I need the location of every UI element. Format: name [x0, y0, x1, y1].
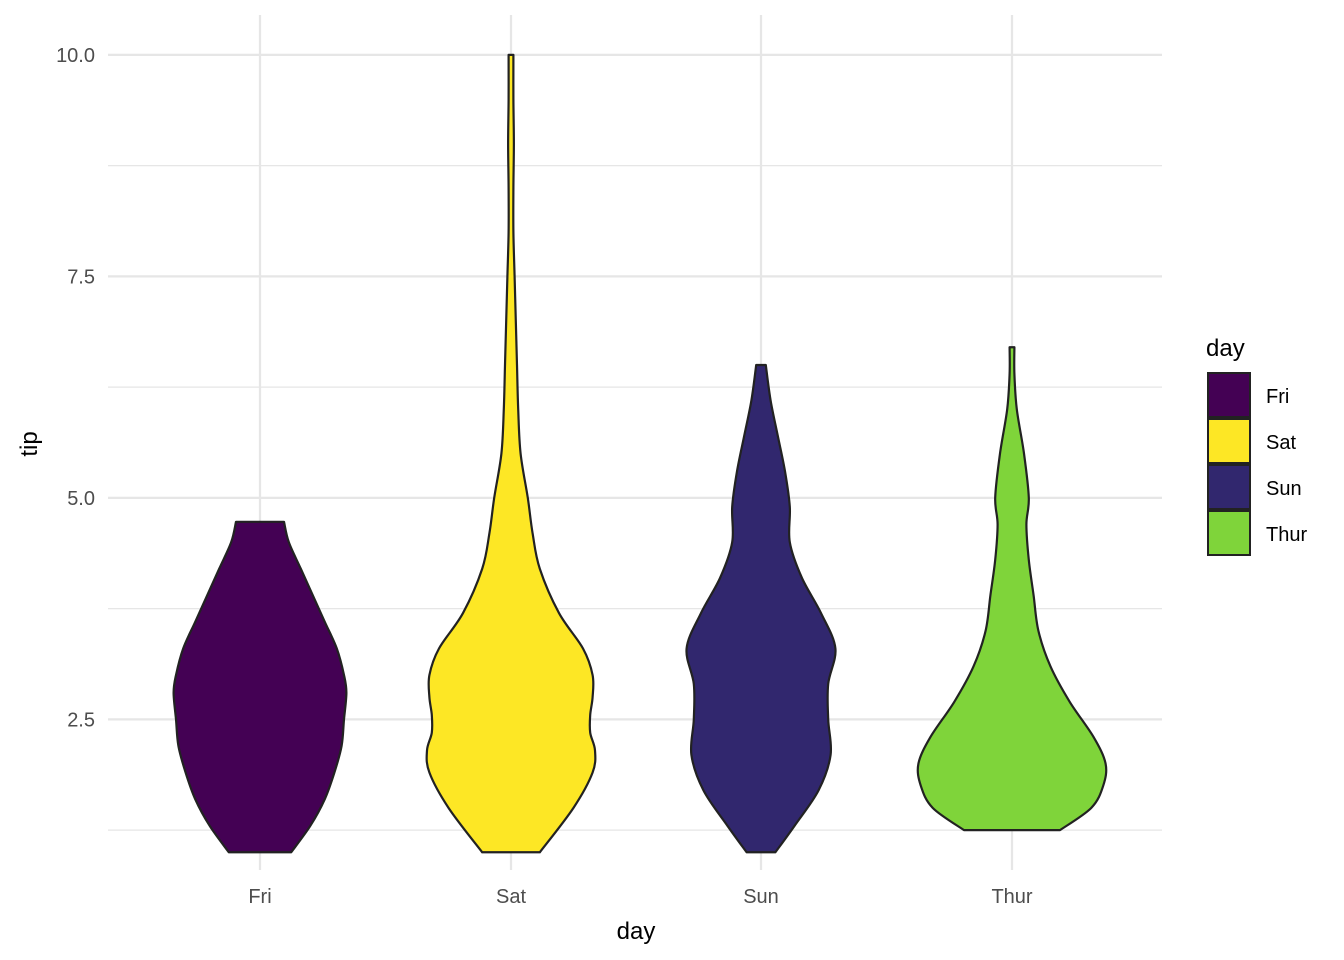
violin-sat: [425, 53, 597, 854]
y-tick-label: 10.0: [56, 45, 95, 67]
x-tick-label: Sun: [743, 886, 779, 908]
legend-label-sun: Sun: [1266, 478, 1302, 500]
y-tick-label: 5.0: [67, 488, 95, 510]
legend-label-fri: Fri: [1266, 386, 1289, 408]
violin-thur: [916, 346, 1108, 832]
legend: day Fri Sat Sun Thur: [1206, 335, 1307, 556]
legend-label-thur: Thur: [1266, 524, 1307, 546]
violin-layer: [172, 53, 1108, 854]
axis-layer: 2.5 5.0 7.5 10.0 Fri Sat Sun Thur: [56, 45, 1033, 908]
legend-label-sat: Sat: [1266, 432, 1296, 454]
x-tick-label: Thur: [991, 886, 1032, 908]
y-axis-title: tip: [16, 431, 43, 456]
legend-key-fri: [1207, 372, 1251, 418]
y-tick-label: 2.5: [67, 709, 95, 731]
legend-title: day: [1206, 335, 1245, 362]
legend-key-thur: [1207, 510, 1251, 556]
legend-key-sun: [1207, 464, 1251, 510]
x-tick-label: Fri: [248, 886, 271, 908]
x-tick-label: Sat: [496, 886, 526, 908]
x-axis-title: day: [617, 918, 656, 945]
violin-fri: [172, 520, 348, 854]
y-tick-label: 7.5: [67, 266, 95, 288]
legend-key-sat: [1207, 418, 1251, 464]
violin-sun: [685, 363, 837, 854]
